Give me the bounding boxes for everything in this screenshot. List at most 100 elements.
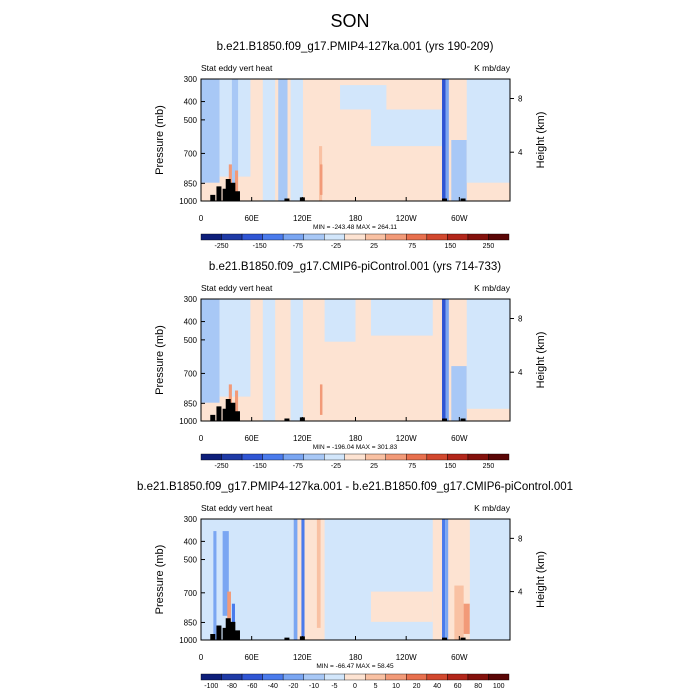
colorbar-swatch (385, 673, 407, 681)
colorbar-label: 5 (374, 683, 378, 690)
colorbar-swatch (241, 453, 263, 461)
colorbar-swatch (303, 233, 325, 241)
y-tick-label: 500 (184, 336, 198, 345)
x-tick-label: 120W (396, 214, 417, 223)
colorbar-swatch (426, 673, 448, 681)
colorbar-swatch (200, 233, 222, 241)
field-band (445, 79, 449, 201)
colorbar-label: 75 (408, 243, 416, 250)
y-tick-label: 700 (184, 149, 198, 158)
y-tick-label: 400 (184, 537, 198, 546)
topography-mask (201, 179, 466, 201)
colorbar-swatch (221, 673, 243, 681)
panel-title: b.e21.B1850.f09_g17.PMIP4-127ka.001 (yrs… (217, 41, 494, 53)
colorbar-label: -80 (227, 683, 237, 690)
topography-mask (201, 399, 466, 421)
x-tick-label: 120W (396, 434, 417, 443)
field-band (319, 164, 323, 195)
y-tick-label: 400 (184, 318, 198, 327)
x-tick-label: 120E (293, 434, 312, 443)
colorbar-swatch (241, 233, 263, 241)
field-band (262, 299, 276, 421)
x-tick-label: 120E (293, 214, 312, 223)
colorbar-label: 60 (454, 683, 462, 690)
units-label: K mb/day (474, 503, 511, 513)
colorbar-label: 100 (493, 683, 505, 690)
field-label: Stat eddy vert heat (201, 63, 273, 73)
colorbar-swatch (282, 673, 304, 681)
field-band (201, 299, 220, 403)
colorbar-label: -250 (215, 463, 229, 470)
panel-2: b.e21.B1850.f09_g17.CMIP6-piControl.001 … (154, 261, 547, 470)
y-axis-title: Pressure (mb) (154, 545, 166, 615)
units-label: K mb/day (474, 63, 511, 73)
colorbar-label: -25 (331, 243, 341, 250)
x-tick-label: 0 (199, 653, 204, 662)
colorbar-swatch (200, 673, 222, 681)
field-contours (201, 299, 510, 421)
y-axis-right-title: Height (km) (535, 112, 547, 169)
field-band (262, 79, 276, 201)
y-tick-label: 1000 (179, 417, 197, 426)
colorbar-swatch (385, 233, 407, 241)
field-band (442, 79, 446, 201)
x-tick-label: 180 (349, 214, 363, 223)
field-band (312, 299, 322, 421)
colorbar-label: 0 (353, 683, 357, 690)
page-title: SON (330, 11, 369, 31)
colorbar-swatch (406, 673, 428, 681)
colorbar-label: -5 (331, 683, 337, 690)
field-band (231, 79, 239, 201)
field-band (451, 140, 467, 201)
y-axis-title: Pressure (mb) (154, 105, 166, 175)
colorbar-swatch (467, 453, 489, 461)
colorbar-swatch (344, 453, 366, 461)
y-right-tick-label: 4 (518, 148, 523, 157)
field-band (290, 79, 303, 201)
colorbar-swatch (344, 233, 366, 241)
min-max-stats: MIN = -196.04 MAX = 301.83 (313, 444, 398, 451)
field-band (316, 519, 321, 628)
x-tick-label: 120W (396, 653, 417, 662)
panel-title: b.e21.B1850.f09_g17.PMIP4-127ka.001 - b.… (137, 481, 573, 493)
colorbar-label: 25 (370, 243, 378, 250)
colorbar-swatch (488, 233, 510, 241)
colorbar-swatch (426, 233, 448, 241)
x-tick-label: 180 (349, 434, 363, 443)
field-band (340, 85, 387, 110)
field-band (454, 585, 464, 640)
y-right-tick-label: 4 (518, 368, 523, 377)
colorbar-swatch (303, 453, 325, 461)
y-tick-label: 1000 (179, 636, 197, 645)
colorbar-swatch (282, 453, 304, 461)
field-band (234, 390, 239, 421)
field-band (442, 299, 446, 421)
panel-title: b.e21.B1850.f09_g17.CMIP6-piControl.001 … (209, 261, 501, 273)
colorbar-label: 75 (408, 463, 416, 470)
colorbar-swatch (488, 673, 510, 681)
colorbar-label: 250 (483, 463, 495, 470)
y-right-tick-label: 8 (518, 315, 523, 324)
field-band (319, 384, 323, 415)
colorbar-swatch (200, 453, 222, 461)
x-tick-label: 180 (349, 653, 363, 662)
colorbar-swatch (282, 233, 304, 241)
field-band (293, 519, 298, 640)
field-band (445, 519, 449, 640)
colorbar: -250 -150 -75 -25 25 75 150 250 (200, 453, 510, 470)
field-contours (201, 79, 510, 201)
colorbar-swatch (467, 233, 489, 241)
y-tick-label: 300 (184, 295, 198, 304)
colorbar: -250 -150 -75 -25 25 75 150 250 (200, 233, 510, 250)
y-tick-label: 500 (184, 556, 198, 565)
colorbar-swatch (406, 453, 428, 461)
colorbar-swatch (365, 673, 386, 681)
field-band (234, 170, 239, 201)
field-band (370, 109, 449, 147)
colorbar-swatch (262, 453, 284, 461)
colorbar: -100 -80 -60 -40 -20 -10 -5 0 5 10 20 40 60 80 100 (200, 673, 510, 690)
field-band (301, 519, 305, 640)
y-right-tick-label: 4 (518, 588, 523, 597)
x-tick-label: 120E (293, 653, 312, 662)
